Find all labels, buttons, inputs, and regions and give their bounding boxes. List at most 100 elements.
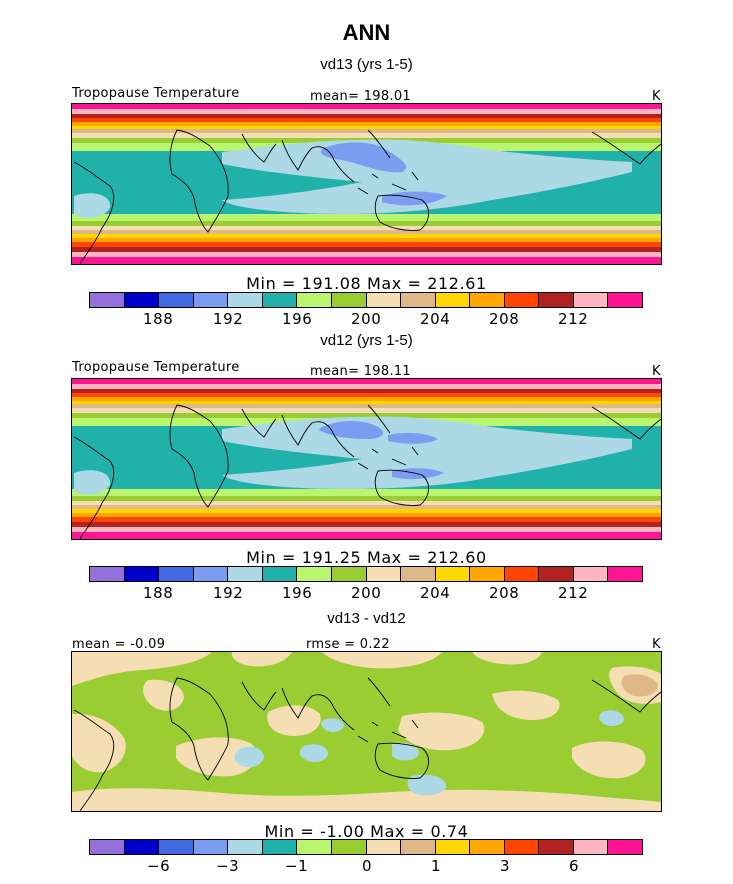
panel1-map-svg: [72, 104, 661, 264]
panel2-coastlines: [73, 404, 661, 539]
cbar1-swatch-15: [608, 293, 642, 307]
panel1-tropical-region: [222, 139, 632, 214]
cbar1-swatch-1: [124, 293, 160, 307]
cbar3-swatch-9: [401, 840, 436, 854]
cbar3-swatch-11: [470, 840, 505, 854]
panel3-tick: −6: [147, 857, 171, 875]
panel2-minimum-north: [319, 421, 383, 439]
cbar3-swatch-15: [608, 840, 642, 854]
cbar1-swatch-5: [262, 293, 298, 307]
panel3-map: [71, 651, 662, 812]
cbar1-swatch-11: [470, 293, 505, 307]
panel3-subtitle: vd13 - vd12: [327, 610, 406, 627]
cbar1-swatch-2: [159, 293, 194, 307]
cbar3-swatch-7: [331, 840, 367, 854]
panel2-mean-label: mean= 198.11: [310, 364, 411, 379]
panel1-variable-label: Tropopause Temperature: [72, 86, 240, 101]
cbar1-swatch-6: [297, 293, 332, 307]
cbar1-swatch-7: [331, 293, 367, 307]
cbar2-swatch-10: [435, 567, 471, 581]
cbar1-swatch-13: [539, 293, 574, 307]
panel3-turquoise-patches: [234, 710, 624, 796]
panel1-units-label: K: [652, 89, 661, 104]
cbar3-swatch-14: [573, 840, 609, 854]
cbar3-swatch-10: [435, 840, 471, 854]
cbar2-swatch-1: [124, 567, 160, 581]
panel3-positive-patch: [621, 674, 658, 697]
cbar3-swatch-3: [193, 840, 229, 854]
cbar1-swatch-8: [366, 293, 402, 307]
panel1-mean-label: mean= 198.01: [310, 89, 411, 104]
cbar2-swatch-9: [401, 567, 436, 581]
page-title: ANN: [342, 20, 391, 45]
cbar2-swatch-5: [262, 567, 298, 581]
cbar3-swatch-5: [262, 840, 298, 854]
panel1-colorbar: [89, 292, 643, 308]
cbar2-swatch-8: [366, 567, 402, 581]
panel3-background-field: [72, 652, 661, 811]
panel2-map-svg: [72, 379, 661, 539]
cbar2-swatch-6: [297, 567, 332, 581]
panel3-tick: −1: [285, 857, 309, 875]
panel1-tick: 200: [351, 310, 382, 328]
panel3-rmse-label: rmse = 0.22: [306, 637, 390, 652]
panel3-tick: −3: [216, 857, 240, 875]
cbar2-swatch-0: [90, 567, 125, 581]
panel2-minimum-east: [388, 432, 438, 444]
cbar2-swatch-14: [573, 567, 609, 581]
panel2-tick: 204: [420, 584, 451, 602]
panel2-tick: 192: [213, 584, 244, 602]
cbar1-swatch-10: [435, 293, 471, 307]
panel2-variable-label: Tropopause Temperature: [72, 360, 240, 375]
panel2-units-label: K: [652, 364, 661, 379]
cbar3-swatch-13: [539, 840, 574, 854]
cbar2-swatch-4: [228, 567, 263, 581]
cbar3-swatch-8: [366, 840, 402, 854]
panel1-subtitle: vd13 (yrs 1-5): [320, 56, 413, 73]
cbar2-swatch-7: [331, 567, 367, 581]
cbar2-swatch-2: [159, 567, 194, 581]
panel2-tick: 212: [558, 584, 589, 602]
panel2-south-america-region: [74, 470, 111, 495]
panel3-tick: 6: [569, 857, 580, 875]
panel3-tick: 1: [431, 857, 442, 875]
panel1-tick: 192: [213, 310, 244, 328]
cbar3-swatch-4: [228, 840, 263, 854]
panel3-wheat-patches: [72, 652, 661, 811]
panel2-colorbar: [89, 566, 643, 582]
cbar3-swatch-2: [159, 840, 194, 854]
panel2-tick: 188: [143, 584, 174, 602]
panel3-coastlines: [73, 677, 661, 811]
cbar1-swatch-3: [193, 293, 229, 307]
panel1-tick: 204: [420, 310, 451, 328]
panel3-mean-label: mean = -0.09: [72, 637, 166, 652]
panel3-map-svg: [72, 652, 661, 811]
panel3-units-label: K: [652, 637, 661, 652]
cbar3-swatch-1: [124, 840, 160, 854]
panel2-map: [71, 378, 662, 540]
cbar3-swatch-6: [297, 840, 332, 854]
panel2-stats: Min = 191.25 Max = 212.60: [246, 548, 487, 567]
cbar1-swatch-4: [228, 293, 263, 307]
panel2-tropical-region: [222, 416, 632, 489]
cbar1-swatch-14: [573, 293, 609, 307]
cbar2-swatch-13: [539, 567, 574, 581]
panel3-tick: 0: [362, 857, 373, 875]
panel1-tick: 208: [489, 310, 520, 328]
cbar2-swatch-15: [608, 567, 642, 581]
panel3-tick: 3: [500, 857, 511, 875]
panel2-tick: 196: [282, 584, 313, 602]
cbar3-swatch-0: [90, 840, 125, 854]
panel1-map: [71, 103, 662, 265]
panel2-subtitle: vd12 (yrs 1-5): [320, 332, 413, 349]
cbar2-swatch-3: [193, 567, 229, 581]
panel1-tick: 212: [558, 310, 589, 328]
cbar1-swatch-0: [90, 293, 125, 307]
cbar1-swatch-9: [401, 293, 436, 307]
panel1-coastlines: [73, 129, 661, 264]
panel2-tick: 208: [489, 584, 520, 602]
panel3-stats: Min = -1.00 Max = 0.74: [264, 822, 469, 841]
panel1-tick: 196: [282, 310, 313, 328]
cbar3-swatch-12: [504, 840, 540, 854]
panel3-colorbar: [89, 839, 643, 855]
